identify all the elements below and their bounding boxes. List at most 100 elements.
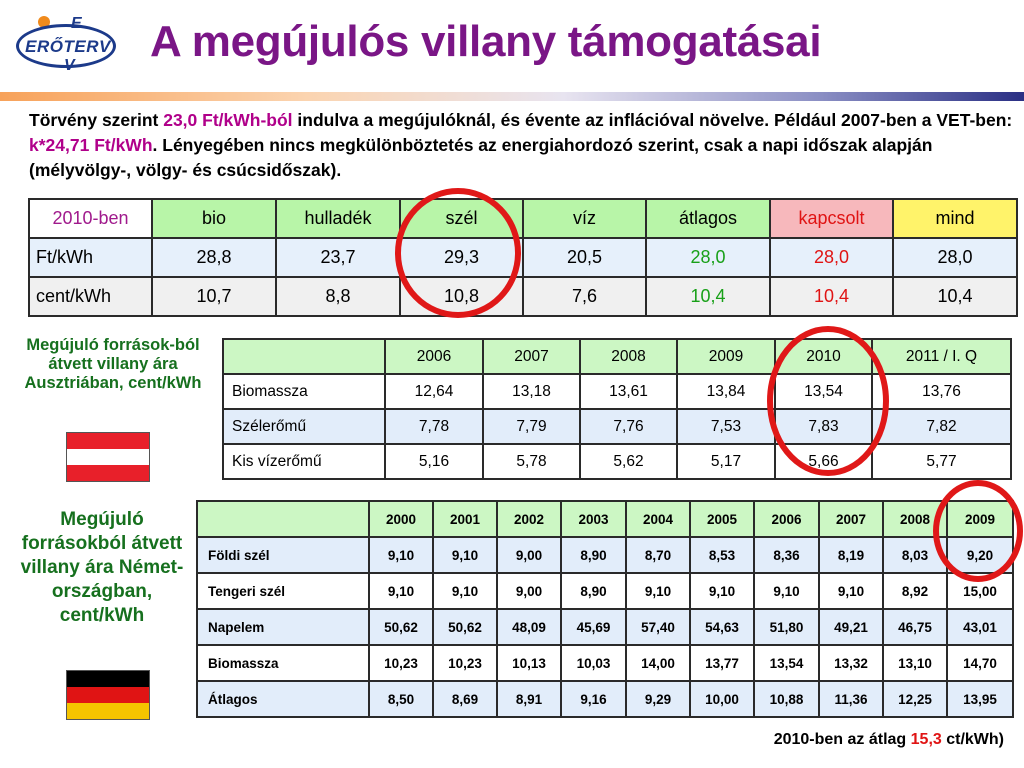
table-cell: 10,00 — [689, 680, 755, 718]
table-cell: 10,13 — [496, 644, 562, 682]
table-row: Tengeri szél 9,10 9,10 9,00 8,90 9,10 9,… — [196, 572, 1014, 610]
table-cell: 50,62 — [368, 608, 434, 646]
header-cell-year: 2010-ben — [28, 198, 153, 239]
table-cell: 5,77 — [871, 443, 1012, 480]
austria-label: Megújuló források-ból átvett villany ára… — [24, 336, 202, 392]
table-cell: 10,03 — [560, 644, 627, 682]
table-cell: 7,83 — [774, 408, 873, 445]
table-cell: 7,79 — [482, 408, 581, 445]
row-label: Kis vízerőmű — [222, 443, 386, 480]
row-label: Földi szél — [196, 536, 370, 574]
slide-title: A megújulós villany támogatásai — [150, 17, 822, 66]
table-cell: 9,10 — [368, 536, 434, 574]
header-cell-viz: víz — [522, 198, 647, 239]
table-cell: 13,18 — [482, 373, 581, 410]
table-cell: 9,00 — [496, 572, 562, 610]
table-cell: 13,76 — [871, 373, 1012, 410]
germany-label: Megújuló forrásokból átvett villany ára … — [20, 509, 184, 626]
table-cell: 45,69 — [560, 608, 627, 646]
row-label: cent/kWh — [28, 276, 153, 317]
table-row: Szélerőmű 7,78 7,79 7,76 7,53 7,83 7,82 — [222, 408, 1012, 445]
row-label: Átlagos — [196, 680, 370, 718]
table-cell: 54,63 — [689, 608, 755, 646]
table-cell: 5,78 — [482, 443, 581, 480]
table-cell: 8,91 — [496, 680, 562, 718]
table-cell: 14,70 — [946, 644, 1014, 682]
header-cell-mind: mind — [892, 198, 1018, 239]
table-cell: 49,21 — [818, 608, 884, 646]
table-cell: 10,23 — [368, 644, 434, 682]
header-cell: 2005 — [689, 500, 755, 538]
table-cell: 9,10 — [432, 572, 498, 610]
title-underline-bar — [0, 92, 1024, 101]
table-cell: 7,53 — [676, 408, 776, 445]
table-cell: 9,16 — [560, 680, 627, 718]
row-label: Ft/kWh — [28, 237, 153, 278]
table-cell: 12,64 — [384, 373, 484, 410]
table-cell: 43,01 — [946, 608, 1014, 646]
table-cell: 12,25 — [882, 680, 948, 718]
hungary-tariff-table: 2010-ben bio hulladék szél víz átlagos k… — [28, 198, 1018, 317]
table-cell: 14,00 — [625, 644, 691, 682]
flag-stripe — [67, 687, 149, 703]
table-cell: 13,32 — [818, 644, 884, 682]
footer-text-1: 2010-ben az átlag — [773, 731, 911, 748]
table-cell: 5,16 — [384, 443, 484, 480]
header-cell: 2010 — [774, 338, 873, 375]
header-cell: 2006 — [753, 500, 820, 538]
header-cell-atlagos: átlagos — [645, 198, 771, 239]
table-cell: 28,0 — [892, 237, 1018, 278]
flag-stripe — [67, 671, 149, 687]
header-cell: 2011 / I. Q — [871, 338, 1012, 375]
table-cell: 7,6 — [522, 276, 647, 317]
header-cell: 2006 — [384, 338, 484, 375]
table-row: Biomassza 12,64 13,18 13,61 13,84 13,54 … — [222, 373, 1012, 410]
table-cell: 13,61 — [579, 373, 678, 410]
header-cell-szel: szél — [399, 198, 524, 239]
table-header-row: 2006 2007 2008 2009 2010 2011 / I. Q — [222, 338, 1012, 375]
table-cell: 46,75 — [882, 608, 948, 646]
footer-text-2: ct/kWh) — [941, 731, 1004, 748]
row-label: Biomassza — [196, 644, 370, 682]
table-cell: 13,54 — [774, 373, 873, 410]
table-cell: 11,36 — [818, 680, 884, 718]
footer-highlight-average: 15,3 — [910, 731, 942, 748]
header-cell: 2002 — [496, 500, 562, 538]
table-cell: 13,54 — [753, 644, 820, 682]
table-row: Földi szél 9,10 9,10 9,00 8,90 8,70 8,53… — [196, 536, 1014, 574]
table-cell: 5,62 — [579, 443, 678, 480]
table-cell: 10,88 — [753, 680, 820, 718]
row-label: Napelem — [196, 608, 370, 646]
logo-letter-e: E — [71, 15, 82, 32]
table-cell: 8,90 — [560, 572, 627, 610]
table-cell: 13,84 — [676, 373, 776, 410]
germany-tariff-table: 2000 2001 2002 2003 2004 2005 2006 2007 … — [196, 500, 1014, 718]
table-cell: 13,10 — [882, 644, 948, 682]
logo-wordmark: ERŐTERV — [25, 37, 111, 56]
header-cell — [222, 338, 386, 375]
table-cell: 10,4 — [769, 276, 894, 317]
header-cell: 2007 — [482, 338, 581, 375]
table-cell: 9,10 — [818, 572, 884, 610]
table-cell: 10,4 — [645, 276, 771, 317]
header-cell-hulladek: hulladék — [275, 198, 401, 239]
header-cell: 2003 — [560, 500, 627, 538]
intro-highlight-formula: k*24,71 Ft/kWh — [29, 135, 153, 155]
intro-paragraph: Törvény szerint 23,0 Ft/kWh-ból indulva … — [29, 108, 1014, 183]
header-cell: 2008 — [882, 500, 948, 538]
header-cell: 2008 — [579, 338, 678, 375]
logo-ellipse — [16, 24, 116, 68]
flag-stripe — [67, 449, 149, 465]
header-cell-kapcsolt: kapcsolt — [769, 198, 894, 239]
header-cell: 2000 — [368, 500, 434, 538]
table-cell: 57,40 — [625, 608, 691, 646]
table-cell: 51,80 — [753, 608, 820, 646]
table-cell: 5,17 — [676, 443, 776, 480]
header-cell: 2009 — [946, 500, 1014, 538]
table-cell: 23,7 — [275, 237, 401, 278]
austria-tariff-table: 2006 2007 2008 2009 2010 2011 / I. Q Bio… — [222, 338, 1012, 480]
header-cell: 2001 — [432, 500, 498, 538]
table-header-row: 2000 2001 2002 2003 2004 2005 2006 2007 … — [196, 500, 1014, 538]
table-cell: 8,19 — [818, 536, 884, 574]
table-cell: 50,62 — [432, 608, 498, 646]
